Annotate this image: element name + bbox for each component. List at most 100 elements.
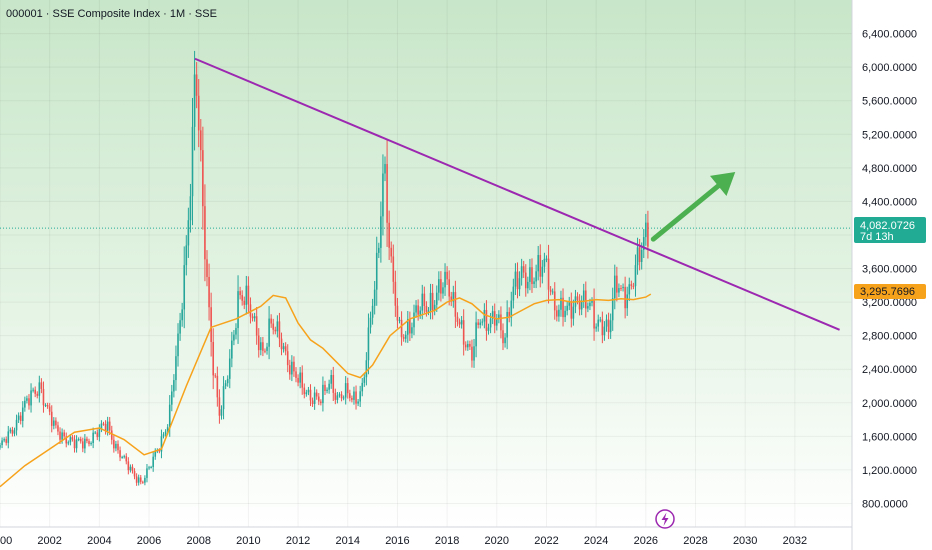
candle-body[interactable] <box>572 306 575 319</box>
candle-body[interactable] <box>158 450 161 452</box>
candle-body[interactable] <box>243 300 246 305</box>
candle-body[interactable] <box>117 443 119 451</box>
candle-body[interactable] <box>278 321 281 339</box>
candle-body[interactable] <box>48 406 51 412</box>
candle-body[interactable] <box>471 346 473 361</box>
candle-body[interactable] <box>46 405 49 407</box>
candle-body[interactable] <box>336 395 339 400</box>
candle-body[interactable] <box>547 258 550 290</box>
candle-body[interactable] <box>255 316 258 336</box>
candle-body[interactable] <box>450 296 453 302</box>
candle-body[interactable] <box>522 266 525 273</box>
candle-body[interactable] <box>262 342 264 351</box>
candle-body[interactable] <box>288 365 291 375</box>
candle-body[interactable] <box>520 266 523 279</box>
candle-body[interactable] <box>481 321 484 323</box>
candle-body[interactable] <box>11 429 14 434</box>
candle-body[interactable] <box>531 267 533 285</box>
candle-body[interactable] <box>19 415 22 421</box>
candle-body[interactable] <box>239 291 241 296</box>
candle-body[interactable] <box>218 397 221 416</box>
candle-body[interactable] <box>175 356 177 381</box>
candle-body[interactable] <box>1 440 3 446</box>
candle-body[interactable] <box>154 451 157 457</box>
candle-body[interactable] <box>276 321 279 332</box>
candle-body[interactable] <box>79 438 82 442</box>
candle-body[interactable] <box>444 271 446 288</box>
candle-body[interactable] <box>595 326 597 329</box>
moving-average-line[interactable] <box>0 293 652 488</box>
candle-body[interactable] <box>448 279 450 297</box>
candle-body[interactable] <box>121 457 123 459</box>
candle-body[interactable] <box>84 438 86 449</box>
candle-body[interactable] <box>605 319 608 327</box>
candle-body[interactable] <box>144 477 146 483</box>
candle-body[interactable] <box>349 393 351 398</box>
candle-body[interactable] <box>417 305 419 315</box>
candle-body[interactable] <box>508 311 511 318</box>
candle-body[interactable] <box>42 388 45 406</box>
candle-body[interactable] <box>587 306 589 309</box>
candle-body[interactable] <box>231 340 233 359</box>
candle-body[interactable] <box>71 437 74 440</box>
candle-body[interactable] <box>115 443 117 449</box>
candle-body[interactable] <box>404 334 407 339</box>
candle-body[interactable] <box>113 439 115 449</box>
candle-body[interactable] <box>460 320 463 325</box>
candle-body[interactable] <box>324 384 326 391</box>
candle-body[interactable] <box>264 350 266 352</box>
candle-body[interactable] <box>543 258 546 267</box>
candle-body[interactable] <box>53 420 55 426</box>
candle-body[interactable] <box>34 389 36 394</box>
candle-body[interactable] <box>616 275 618 293</box>
candle-body[interactable] <box>344 383 347 398</box>
candle-body[interactable] <box>235 328 237 335</box>
candle-body[interactable] <box>38 382 41 396</box>
candle-body[interactable] <box>533 281 535 285</box>
candle-body[interactable] <box>59 431 61 440</box>
candle-body[interactable] <box>282 346 285 350</box>
candle-body[interactable] <box>626 294 629 309</box>
candle-body[interactable] <box>245 285 248 305</box>
candle-body[interactable] <box>139 477 142 482</box>
candle-body[interactable] <box>228 358 231 379</box>
candle-body[interactable] <box>185 245 188 266</box>
candle-body[interactable] <box>593 300 595 329</box>
candle-body[interactable] <box>320 401 322 404</box>
candle-body[interactable] <box>560 297 562 310</box>
candle-body[interactable] <box>150 467 152 469</box>
candle-body[interactable] <box>208 276 210 308</box>
candle-body[interactable] <box>210 307 212 342</box>
candle-body[interactable] <box>541 266 544 277</box>
candle-body[interactable] <box>512 286 515 301</box>
candle-body[interactable] <box>454 292 457 317</box>
candle-body[interactable] <box>502 330 504 344</box>
candle-body[interactable] <box>92 432 94 444</box>
candle-body[interactable] <box>202 150 204 207</box>
candle-body[interactable] <box>179 320 181 334</box>
candle-body[interactable] <box>173 380 175 392</box>
candle-body[interactable] <box>187 220 190 246</box>
candle-body[interactable] <box>171 391 173 405</box>
candle-body[interactable] <box>253 316 256 319</box>
candle-body[interactable] <box>162 434 165 437</box>
candle-body[interactable] <box>5 439 8 443</box>
candle-body[interactable] <box>365 360 368 378</box>
candle-body[interactable] <box>257 335 260 351</box>
candle-body[interactable] <box>160 436 163 452</box>
candle-body[interactable] <box>378 247 380 253</box>
candle-body[interactable] <box>125 456 128 462</box>
candle-body[interactable] <box>400 319 403 338</box>
candle-body[interactable] <box>382 173 384 217</box>
candle-body[interactable] <box>326 389 328 391</box>
candle-body[interactable] <box>402 337 405 339</box>
candle-body[interactable] <box>398 319 401 321</box>
candle-body[interactable] <box>435 292 438 305</box>
candle-body[interactable] <box>266 346 268 351</box>
candle-body[interactable] <box>545 258 548 260</box>
candle-body[interactable] <box>506 311 508 338</box>
candle-body[interactable] <box>340 394 343 399</box>
candle-body[interactable] <box>642 237 645 250</box>
lightning-bolt-icon[interactable] <box>655 509 675 529</box>
